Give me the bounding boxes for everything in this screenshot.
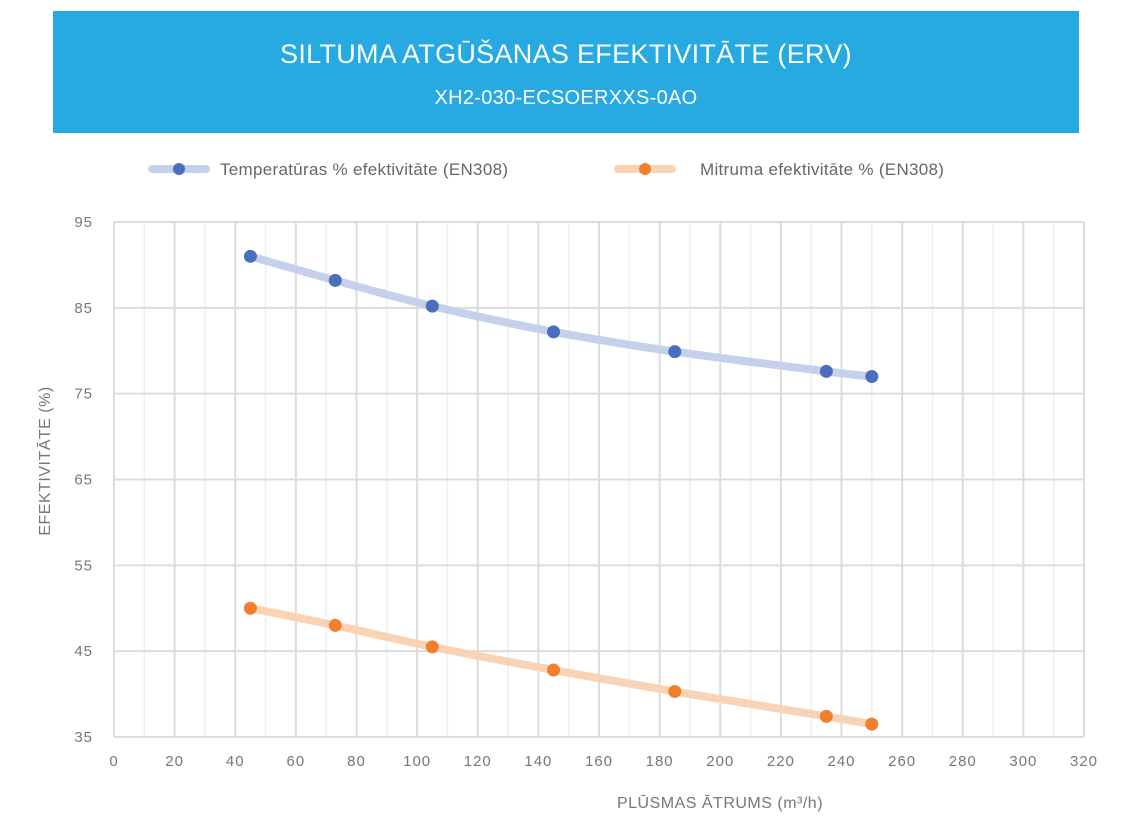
data-point-temperature [425,299,439,313]
x-axis-title: PLŪSMAS ĀTRUMS (m³/h) [617,794,823,812]
x-tick-label: 100 [403,753,431,770]
chart-subtitle: XH2-030-ECSOERXXS-0AO [434,87,698,109]
legend: Temperatūras % efektivitāte (EN308) Mitr… [148,160,944,179]
data-point-temperature [668,345,682,359]
data-point-humidity [668,685,682,699]
x-tick-label: 140 [524,753,552,770]
x-tick-label: 0 [109,753,118,770]
x-tick-label: 320 [1070,753,1098,770]
data-point-humidity [243,601,257,615]
y-axis-title: EFEKTIVITĀTE (%) [36,386,54,535]
x-tick-label: 300 [1009,753,1037,770]
title-banner: SILTUMA ATGŪŠANAS EFEKTIVITĀTE (ERV) XH2… [53,11,1079,133]
x-tick-label: 240 [827,753,855,770]
series-layer [243,249,879,731]
x-tick-label: 160 [585,753,613,770]
x-axis-ticks: 0 20 40 60 80 100 120 140 160 180 200 220 240 260 280 3… [109,753,1098,770]
legend-marker-temperature [173,163,185,175]
data-point-temperature [328,273,342,287]
data-point-humidity [547,663,561,677]
data-point-temperature [243,249,257,263]
data-point-humidity [819,709,833,723]
x-tick-label: 40 [226,753,245,770]
chart-title: SILTUMA ATGŪŠANAS EFEKTIVITĀTE (ERV) [280,39,852,69]
data-point-temperature [547,325,561,339]
data-point-temperature [865,370,879,383]
data-point-humidity [865,717,879,731]
data-point-humidity [328,618,342,632]
legend-label-humidity: Mitruma efektivitāte % (EN308) [700,160,944,179]
x-tick-label: 260 [888,753,916,770]
x-tick-label: 280 [949,753,977,770]
x-tick-label: 20 [165,753,184,770]
x-tick-label: 60 [287,753,306,770]
y-tick-label: 85 [74,300,93,317]
y-tick-label: 65 [74,472,93,489]
y-tick-label: 35 [74,729,93,746]
y-tick-label: 55 [74,557,93,574]
series-line-temperature [246,252,876,381]
data-point-humidity [425,640,439,654]
legend-label-temperature: Temperatūras % efektivitāte (EN308) [220,160,508,179]
data-point-temperature [819,364,833,378]
y-tick-label: 95 [74,214,93,231]
y-axis-ticks: 95 85 75 65 55 45 35 [74,214,93,746]
y-tick-label: 75 [74,386,93,403]
x-tick-label: 180 [646,753,674,770]
legend-marker-humidity [639,163,651,175]
x-tick-label: 200 [706,753,734,770]
y-tick-label: 45 [74,643,93,660]
x-tick-label: 220 [767,753,795,770]
grid [113,221,1085,738]
x-tick-label: 120 [464,753,492,770]
x-tick-label: 80 [347,753,366,770]
series-line-humidity [246,604,876,729]
